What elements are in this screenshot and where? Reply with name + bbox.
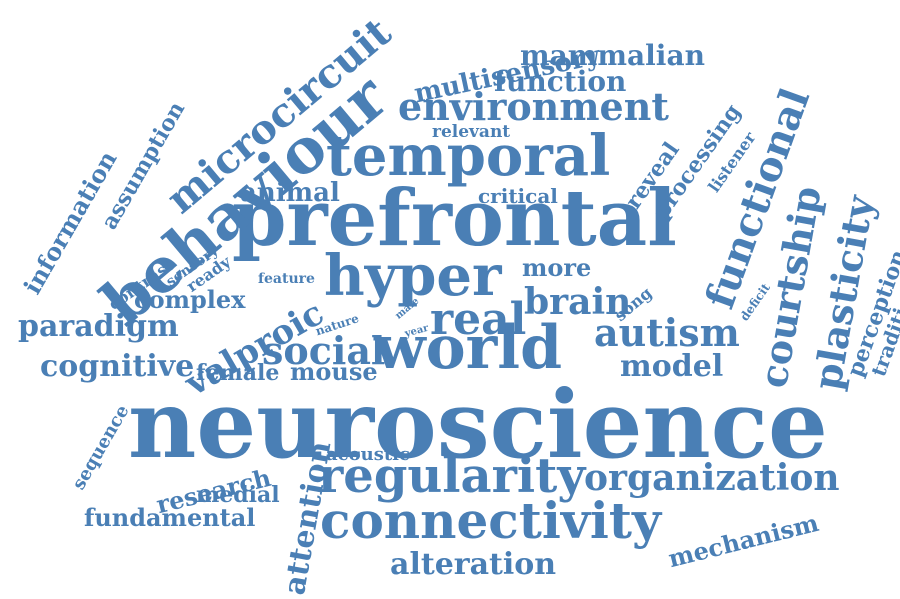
word-brain: brain (524, 281, 632, 323)
word-organization: organization (584, 457, 840, 499)
word-mechanism: mechanism (665, 507, 822, 574)
word-function: function (494, 65, 627, 98)
word-mouse: mouse (290, 357, 378, 386)
word-regularity: regularity (318, 448, 586, 504)
word-mammalian: mammalian (520, 39, 705, 72)
word-connectivity: connectivity (320, 491, 662, 550)
word-complex: complex (134, 285, 246, 314)
word-critical: critical (478, 184, 558, 208)
word-social: social (262, 328, 386, 373)
word-female: female (196, 360, 280, 386)
word-sequence: sequence (68, 401, 134, 494)
word-neuroscience: neuroscience (128, 370, 828, 480)
word-medial: medial (196, 482, 280, 508)
word-temporal: temporal (326, 123, 611, 189)
word-hyper: hyper (324, 243, 502, 309)
word-cognitive: cognitive (40, 349, 195, 384)
word-fundamental: fundamental (84, 503, 256, 532)
word-feature: feature (258, 271, 315, 287)
word-environment: environment (398, 84, 669, 129)
word-acoustic: acoustic (326, 444, 410, 465)
word-real: real (430, 294, 527, 345)
word-more: more (522, 253, 592, 282)
word-world: world (374, 313, 563, 383)
word-model: model (620, 349, 724, 384)
word-animal: animal (240, 178, 340, 208)
word-paradigm: paradigm (18, 309, 179, 344)
word-autism: autism (594, 310, 740, 355)
word-alteration: alteration (390, 547, 557, 582)
word-prefrontal: prefrontal (232, 173, 677, 264)
word-relevant: relevant (432, 122, 511, 142)
